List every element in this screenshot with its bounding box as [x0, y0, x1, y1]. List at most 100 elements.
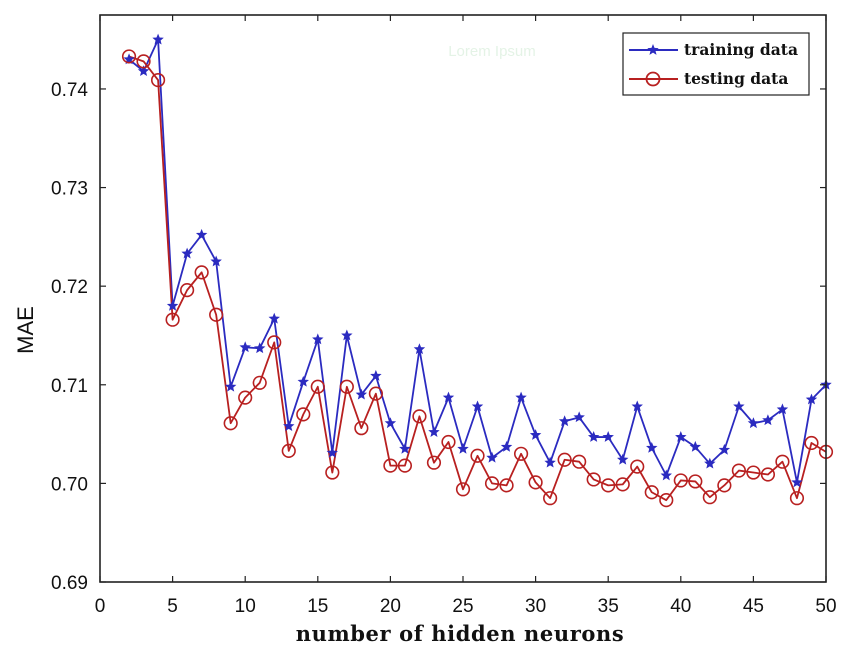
data-point-training-data	[805, 393, 818, 405]
data-point-testing-data	[325, 465, 340, 480]
data-point-training-data	[471, 400, 484, 412]
data-point-testing-data	[267, 335, 282, 350]
x-tick-label: 25	[452, 596, 473, 617]
data-point-testing-data	[412, 409, 427, 424]
legend-label-testing: testing data	[684, 69, 788, 88]
data-point-testing-data	[760, 467, 776, 482]
x-tick-label: 5	[167, 596, 178, 617]
data-point-training-data	[631, 400, 643, 412]
data-point-testing-data	[659, 493, 674, 508]
data-point-training-data	[137, 65, 150, 77]
x-tick-label: 50	[815, 596, 836, 617]
data-point-testing-data	[615, 477, 630, 492]
legend-marker-training	[647, 44, 659, 55]
x-tick-label: 30	[525, 596, 546, 617]
data-point-testing-data	[310, 379, 325, 394]
data-point-training-data	[297, 375, 309, 387]
data-point-testing-data	[543, 491, 558, 506]
y-tick-label: 0.74	[51, 80, 88, 101]
data-point-training-data	[791, 476, 803, 488]
x-axis-label: number of hidden neurons	[296, 621, 625, 646]
data-point-testing-data	[426, 455, 442, 470]
data-point-testing-data	[150, 72, 166, 88]
series-layer	[121, 33, 834, 508]
data-point-testing-data	[775, 454, 790, 469]
data-point-testing-data	[354, 421, 369, 436]
data-point-testing-data	[397, 458, 413, 473]
legend-label-training: training data	[684, 40, 798, 59]
data-point-testing-data	[180, 283, 195, 298]
data-point-testing-data	[238, 390, 253, 405]
data-point-training-data	[675, 431, 687, 442]
plot-frame	[99, 14, 827, 583]
data-point-training-data	[326, 446, 339, 458]
data-point-training-data	[413, 343, 426, 355]
data-point-training-data	[428, 426, 440, 437]
data-point-testing-data	[804, 435, 819, 451]
y-tick-label: 0.73	[51, 179, 88, 200]
data-point-training-data	[195, 228, 208, 240]
x-tick-label: 40	[670, 596, 691, 617]
data-point-training-data	[181, 247, 193, 259]
legend-marker-testing	[645, 71, 661, 87]
data-point-testing-data	[630, 459, 645, 474]
data-point-training-data	[152, 33, 164, 45]
data-point-training-data	[224, 380, 237, 392]
y-tick-label: 0.70	[51, 474, 88, 495]
legend: training data testing data	[622, 32, 810, 96]
data-point-testing-data	[484, 476, 500, 491]
data-point-testing-data	[368, 386, 383, 401]
data-point-training-data	[762, 414, 774, 426]
data-point-testing-data	[223, 416, 238, 431]
data-point-testing-data	[702, 490, 717, 505]
data-point-testing-data	[673, 473, 688, 488]
data-point-training-data	[254, 342, 266, 354]
data-point-testing-data	[528, 475, 543, 490]
data-point-testing-data	[252, 375, 267, 390]
data-point-training-data	[486, 451, 498, 463]
y-tick-label: 0.69	[51, 573, 88, 594]
data-point-testing-data	[746, 465, 761, 480]
data-point-testing-data	[499, 478, 514, 493]
data-point-training-data	[457, 442, 469, 454]
data-point-testing-data	[281, 443, 296, 458]
data-point-training-data	[210, 255, 222, 267]
data-point-testing-data	[194, 265, 209, 280]
data-point-training-data	[239, 341, 251, 353]
data-point-testing-data	[470, 448, 485, 463]
y-axis-label: MAE	[13, 306, 38, 354]
data-point-training-data	[573, 411, 585, 423]
series-line-testing-data	[128, 55, 827, 502]
y-tick-label: 0.72	[51, 277, 88, 298]
data-point-training-data	[733, 400, 745, 412]
data-point-training-data	[587, 431, 600, 442]
data-point-testing-data	[339, 379, 354, 394]
data-point-training-data	[341, 329, 353, 341]
data-point-testing-data	[557, 452, 572, 467]
x-tick-label: 0	[95, 596, 106, 617]
data-point-training-data	[355, 388, 368, 400]
data-point-training-data	[646, 441, 658, 453]
data-point-training-data	[544, 456, 556, 468]
data-point-testing-data	[731, 463, 746, 478]
data-point-training-data	[283, 420, 295, 432]
data-point-training-data	[704, 457, 716, 469]
data-point-training-data	[166, 299, 179, 311]
data-point-training-data	[123, 53, 135, 65]
x-tick-label: 15	[307, 596, 328, 617]
data-point-training-data	[268, 312, 280, 324]
data-point-training-data	[515, 391, 527, 403]
x-tick-label: 20	[380, 596, 401, 617]
data-point-testing-data	[121, 49, 137, 64]
x-tick-label: 45	[743, 596, 764, 617]
watermark: Lorem Ipsum	[448, 43, 536, 60]
y-tick-label: 0.71	[51, 376, 88, 397]
data-point-training-data	[370, 369, 382, 381]
data-point-testing-data	[513, 446, 529, 461]
data-point-training-data	[500, 440, 513, 452]
data-point-training-data	[529, 429, 542, 440]
data-point-training-data	[312, 333, 324, 345]
data-point-testing-data	[165, 312, 180, 327]
